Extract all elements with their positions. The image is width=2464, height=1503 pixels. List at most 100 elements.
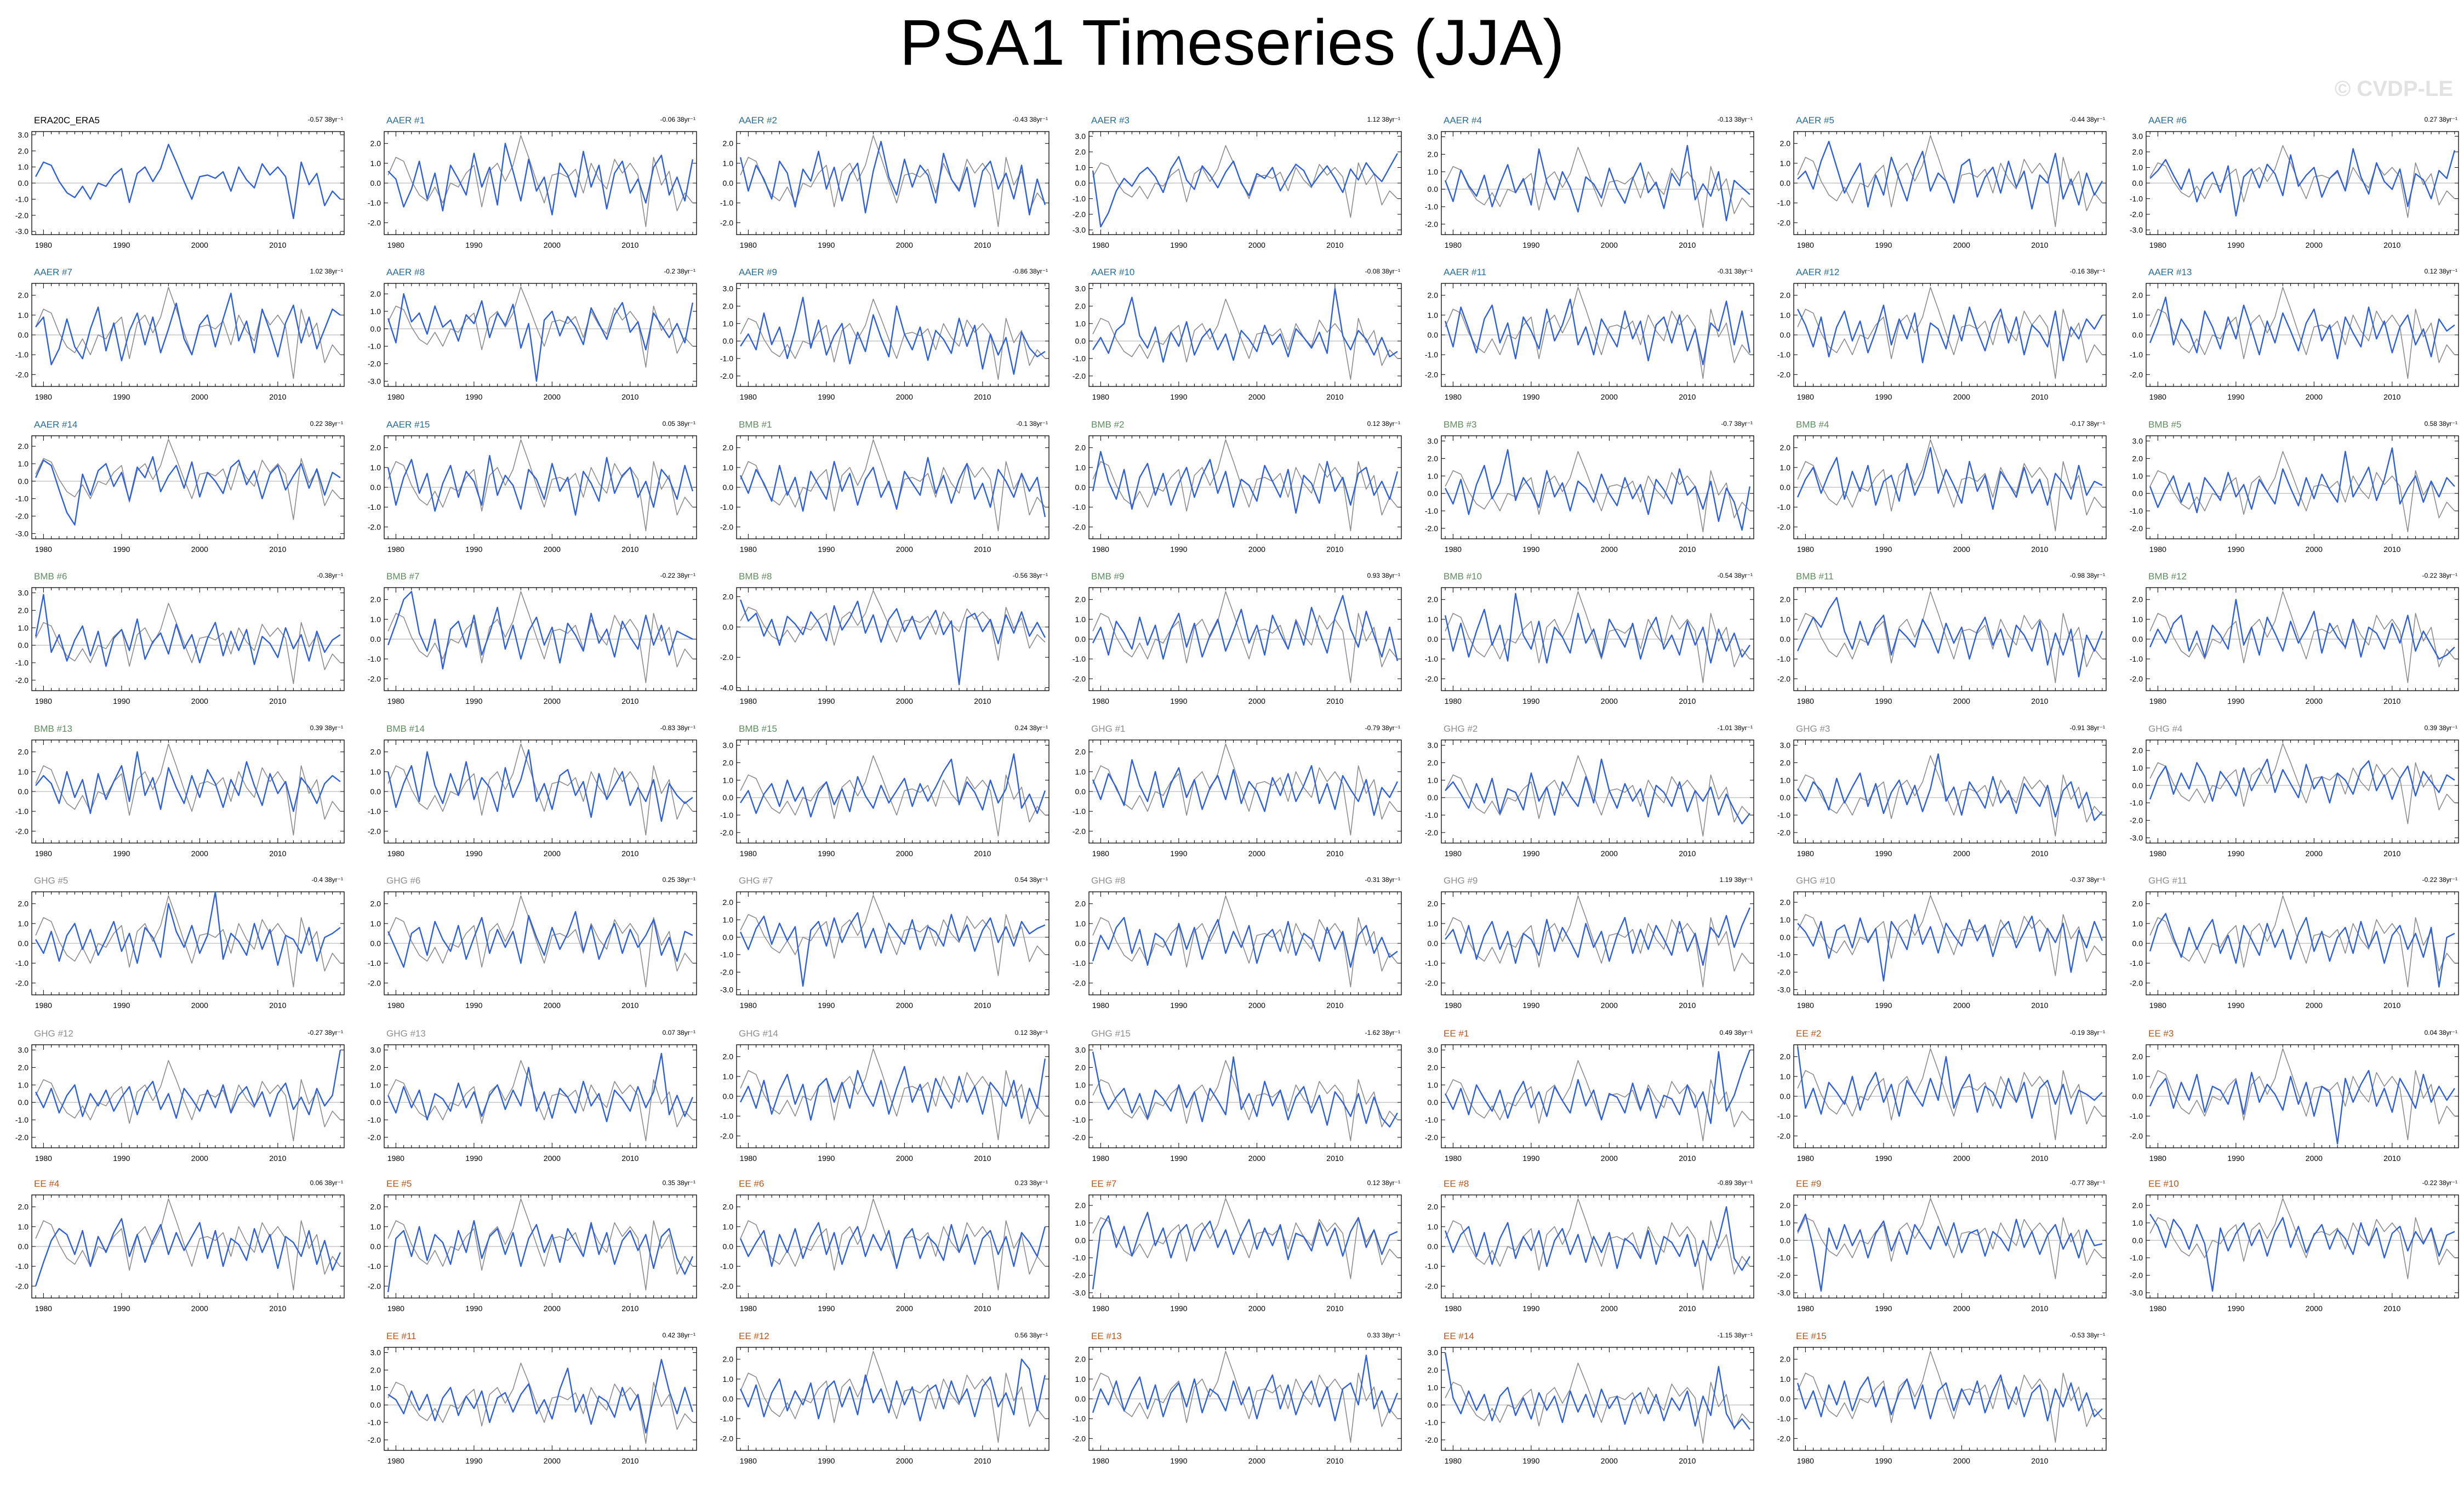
- member-series-line: [1445, 907, 1750, 966]
- y-tick-label: -1.0: [1777, 198, 1790, 207]
- member-series-line: [1092, 153, 1398, 228]
- x-tick-label: 1990: [818, 1001, 835, 1010]
- member-series-line: [35, 891, 341, 966]
- y-tick-label: -1.0: [368, 342, 381, 351]
- x-tick-label: 1990: [1522, 392, 1539, 401]
- x-tick-label: 1990: [2227, 545, 2244, 554]
- timeseries-panel: BMB #4 -0.17 38yr⁻¹ 2.0 1.0 0.0 -1.0 -2.0 1980 1…: [1762, 419, 2113, 563]
- y-tick-label: 1.0: [723, 915, 734, 924]
- timeseries-panel: BMB #10 -0.54 38yr⁻¹ 2.0 1.0 0.0 -1.0 -2.0 1980…: [1410, 571, 1760, 715]
- x-tick-label: 1980: [1797, 392, 1814, 401]
- y-tick-label: 2.0: [1075, 147, 1086, 156]
- x-tick-label: 2010: [1679, 697, 1696, 705]
- x-tick-label: 2000: [2306, 1001, 2323, 1010]
- y-tick-label: 0.0: [1075, 179, 1086, 187]
- y-tick-label: 0.0: [723, 933, 734, 942]
- y-tick-label: 0.0: [18, 331, 29, 339]
- y-tick-label: -2.0: [720, 372, 733, 380]
- panel-trend: 0.12 38yr⁻¹: [1014, 1029, 1048, 1037]
- panel-label: AAER #13: [2148, 267, 2192, 277]
- y-tick-label: -2.0: [2130, 816, 2143, 825]
- panel-plot: 2.0 1.0 0.0 -1.0 -2.0 1980 1990 2000 2010: [368, 435, 697, 554]
- x-tick-label: 2000: [896, 545, 913, 554]
- member-series-line: [1092, 916, 1398, 968]
- observed-series-line: [2149, 591, 2455, 684]
- y-tick-label: -1.0: [1073, 654, 1086, 663]
- y-tick-label: -1.0: [2130, 506, 2143, 515]
- y-tick-label: 1.0: [1780, 463, 1791, 472]
- x-tick-label: 2000: [2306, 849, 2323, 858]
- x-tick-label: 2000: [1248, 1001, 1265, 1010]
- panel-plot: 2.0 1.0 0.0 -1.0 -2.0 1980 1990 2000 2010: [1073, 739, 1402, 858]
- x-tick-label: 2010: [269, 849, 286, 858]
- x-tick-label: 1980: [740, 1001, 757, 1010]
- y-tick-label: 1.0: [1780, 615, 1791, 624]
- y-tick-label: 1.0: [18, 919, 29, 928]
- panel-label: BMB #2: [1091, 419, 1125, 430]
- panel-plot: 2.0 1.0 0.0 -1.0 -2.0 1980 1990 2000 2010: [15, 891, 345, 1010]
- y-tick-label: 1.0: [18, 459, 29, 468]
- y-tick-label: 1.0: [723, 463, 734, 472]
- plot-frame: [31, 1044, 345, 1148]
- y-tick-label: 0.0: [723, 1092, 734, 1101]
- y-tick-label: 0.0: [18, 787, 29, 796]
- x-tick-label: 1980: [387, 1001, 404, 1010]
- y-tick-label: 1.0: [2132, 919, 2143, 928]
- panel-label: GHG #10: [1796, 875, 1835, 886]
- x-tick-label: 1980: [1797, 241, 1814, 249]
- y-tick-label: -2.0: [368, 674, 381, 683]
- x-tick-label: 2010: [974, 392, 991, 401]
- x-tick-label: 1980: [2149, 849, 2166, 858]
- watermark: © CVDP-LE: [2334, 77, 2453, 101]
- panel-trend: -0.44 38yr⁻¹: [2069, 116, 2105, 123]
- y-tick-label: 2.0: [1428, 758, 1439, 767]
- y-tick-label: 2.0: [1780, 595, 1791, 604]
- y-tick-label: 0.0: [1780, 483, 1791, 492]
- panel-trend: -0.13 38yr⁻¹: [1717, 116, 1753, 123]
- y-tick-label: 1.0: [723, 776, 734, 784]
- panel-plot: 3.0 2.0 1.0 0.0 -1.0 -2.0 1980 1990 2000 2010: [2130, 435, 2459, 554]
- y-tick-label: 0.0: [2132, 179, 2143, 187]
- x-tick-label: 1990: [1170, 1154, 1187, 1163]
- x-tick-label: 2000: [544, 545, 561, 554]
- panel-label: GHG #1: [1091, 724, 1126, 734]
- y-tick-label: 0.0: [2132, 635, 2143, 644]
- y-tick-label: 3.0: [1780, 741, 1791, 750]
- panel-trend: -0.79 38yr⁻¹: [1365, 724, 1400, 732]
- observed-series-line: [35, 743, 341, 836]
- y-tick-label: -2.0: [1073, 522, 1086, 531]
- x-tick-label: 2010: [621, 1154, 638, 1163]
- timeseries-panel: BMB #12 -0.22 38yr⁻¹ 2.0 1.0 0.0 -1.0 -2.0 1980…: [2114, 571, 2464, 715]
- x-tick-label: 2000: [544, 1001, 561, 1010]
- panel-label: GHG #11: [2148, 875, 2187, 886]
- member-series-line: [387, 455, 694, 516]
- plot-frame: [1441, 1044, 1754, 1148]
- x-tick-label: 1990: [1170, 697, 1187, 705]
- observed-series-line: [2149, 287, 2455, 379]
- timeseries-panel: AAER #13 0.12 38yr⁻¹ 2.0 1.0 0.0 -1.0 -2.0 1980…: [2114, 267, 2464, 411]
- x-tick-label: 2010: [269, 545, 286, 554]
- timeseries-panel: AAER #15 0.05 38yr⁻¹ 2.0 1.0 0.0 -1.0 -2.0 1980…: [352, 419, 703, 563]
- timeseries-panel: AAER #7 1.02 38yr⁻¹ 2.0 1.0 0.0 -1.0 -2.0 1980 1…: [0, 267, 351, 411]
- timeseries-panel: GHG #7 0.54 38yr⁻¹ 2.0 1.0 0.0 -1.0 -2.0 -3.0 19…: [705, 875, 1056, 1019]
- y-tick-label: 2.0: [370, 899, 381, 908]
- panel-trend: 0.93 38yr⁻¹: [1367, 572, 1400, 579]
- panel-plot: 3.0 2.0 1.0 0.0 -1.0 -2.0 -3.0 1980 1990 2000 2010: [1073, 131, 1402, 249]
- y-tick-label: -2.0: [1425, 978, 1438, 987]
- x-tick-label: 2000: [1953, 392, 1970, 401]
- y-tick-label: -1.0: [15, 350, 28, 359]
- x-tick-label: 2010: [269, 1001, 286, 1010]
- panel-trend: -0.08 38yr⁻¹: [1365, 267, 1400, 275]
- y-tick-label: 2.0: [2132, 746, 2143, 755]
- y-tick-label: 2.0: [18, 606, 29, 614]
- member-series-line: [2149, 148, 2456, 217]
- x-tick-label: 1990: [1875, 241, 1892, 249]
- member-series-line: [740, 912, 1046, 987]
- observed-series-line: [1445, 591, 1750, 684]
- y-tick-label: 2.0: [1428, 291, 1439, 300]
- timeseries-panel: AAER #14 0.22 38yr⁻¹ 2.0 1.0 0.0 -1.0 -2.0 -3.0…: [0, 419, 351, 563]
- panel-trend: -0.22 38yr⁻¹: [2422, 572, 2457, 579]
- timeseries-panel: GHG #10 -0.37 38yr⁻¹ 2.0 1.0 0.0 -1.0 -2.0 -3.0…: [1762, 875, 2113, 1019]
- y-tick-label: 3.0: [1428, 741, 1439, 750]
- y-tick-label: -2.0: [720, 522, 733, 531]
